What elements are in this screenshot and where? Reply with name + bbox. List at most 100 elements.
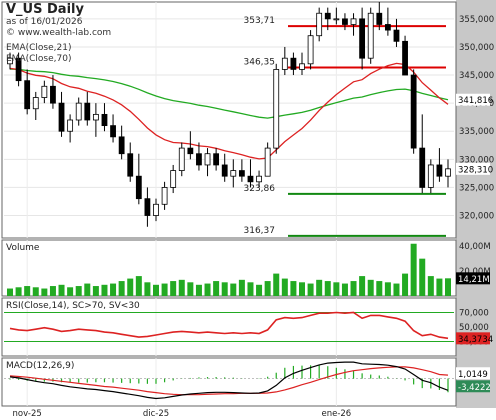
candle-body — [350, 18, 357, 25]
candle-body — [281, 57, 288, 70]
x-axis-month-label: ene-26 — [321, 409, 351, 419]
x-axis-month-label: nov-25 — [13, 409, 42, 419]
volume-bar — [307, 283, 314, 296]
volume-bar — [178, 279, 185, 296]
volume-bar — [32, 287, 39, 296]
rsi-line — [9, 311, 449, 340]
volume-bar — [350, 281, 357, 296]
asof-date: as of 16/01/2026 — [6, 17, 83, 27]
last-price-tag: 328,310 — [458, 165, 493, 175]
rsi-tick-label: 50,000 — [459, 323, 489, 333]
candle-body — [161, 187, 168, 205]
volume-tick-label: 40,00M — [459, 242, 491, 252]
volume-bar — [195, 284, 202, 296]
panel-frame-rsi — [1, 297, 457, 357]
volume-bar — [15, 287, 22, 296]
volume-bar — [127, 278, 134, 296]
candle-body — [221, 164, 228, 177]
volume-bar — [101, 284, 108, 296]
volume-bar — [393, 283, 400, 296]
volume-bar — [324, 281, 331, 296]
candle-body — [393, 29, 400, 42]
macd-signal-last-tag-bg — [456, 380, 490, 393]
candle-body — [32, 97, 39, 110]
candle-body — [67, 119, 74, 132]
candle-body — [101, 113, 108, 127]
candle-body — [307, 35, 314, 65]
volume-bar — [264, 281, 271, 296]
volume-bar — [376, 281, 383, 296]
macd-signal-last-tag: -3,4222 — [458, 383, 491, 393]
rsi-tick-label: 70,000 — [459, 309, 489, 319]
candle-body — [316, 12, 323, 37]
volume-bar — [238, 279, 245, 296]
volume-bar — [273, 273, 280, 296]
volume-bar — [187, 282, 194, 296]
level-label: 323,86 — [244, 184, 276, 194]
rsi-last-tag-bg — [456, 332, 490, 345]
price-tick-label: 330,000 — [459, 155, 494, 165]
volume-bar — [92, 286, 99, 296]
volume-bar — [427, 276, 434, 296]
candle-body — [273, 69, 280, 149]
candle-body — [230, 170, 237, 177]
candle-body — [213, 153, 220, 166]
candle-body — [299, 63, 305, 70]
candle-body — [333, 18, 340, 21]
ema70-legend: EMA(Close,70) — [6, 54, 72, 64]
candle-body — [196, 153, 202, 166]
symbol-title: V_US Daily — [6, 2, 84, 17]
x-axis-month-label: dic-25 — [143, 409, 169, 419]
candle-body — [419, 147, 426, 188]
rsi-panel-label: RSI(Close,14), SC>70, SV<30 — [6, 301, 140, 311]
volume-bar — [384, 282, 391, 296]
volume-panel-label: Volume — [6, 243, 40, 253]
candle-body — [359, 18, 366, 59]
candle-body — [376, 12, 383, 25]
price-tick-label: 335,000 — [459, 127, 494, 137]
volume-bar — [359, 276, 366, 296]
volume-bar — [290, 281, 297, 296]
candle-body — [127, 153, 134, 177]
ema70-last-tag: 341,816 — [458, 96, 493, 106]
candle-body — [427, 164, 434, 188]
candle-body — [84, 102, 91, 121]
candle-body — [290, 57, 297, 70]
candle-body — [7, 57, 13, 65]
panel-frame-vol — [1, 239, 457, 297]
volume-bar — [419, 258, 426, 296]
candle-body — [144, 198, 151, 216]
volume-bar — [341, 283, 348, 296]
level-label: 353,71 — [244, 16, 276, 26]
volume-bar — [221, 282, 228, 296]
candle-body — [204, 153, 211, 166]
candle-body — [75, 102, 82, 121]
ema21-line — [9, 62, 449, 160]
candle-body — [264, 147, 271, 177]
volume-bar — [299, 282, 305, 296]
volume-bar — [118, 281, 125, 296]
volume-bar — [144, 282, 151, 296]
candle-body — [50, 85, 56, 104]
volume-bar — [333, 282, 340, 296]
volume-bar — [316, 279, 323, 296]
candle-body — [436, 164, 443, 177]
volume-bar — [445, 278, 451, 296]
volume-last-tag: 14,21M — [458, 275, 490, 285]
site-credit: © www.wealth-lab.com — [6, 28, 112, 38]
macd-panel-label: MACD(12,26,9) — [6, 361, 74, 371]
candle-body — [238, 170, 245, 177]
volume-bar — [281, 278, 288, 296]
chart-header: V_US Daily as of 16/01/2026 © www.wealth… — [6, 2, 111, 65]
volume-bar — [49, 286, 56, 296]
ema21-legend: EMA(Close,21) — [6, 43, 72, 53]
candle-body — [58, 102, 65, 132]
volume-bar — [402, 273, 409, 296]
candle-body — [15, 57, 22, 82]
macd-last-tag: 1,0149 — [458, 370, 488, 380]
candle-body — [92, 113, 99, 121]
volume-bar — [58, 284, 65, 296]
level-label: 346,35 — [244, 57, 276, 67]
